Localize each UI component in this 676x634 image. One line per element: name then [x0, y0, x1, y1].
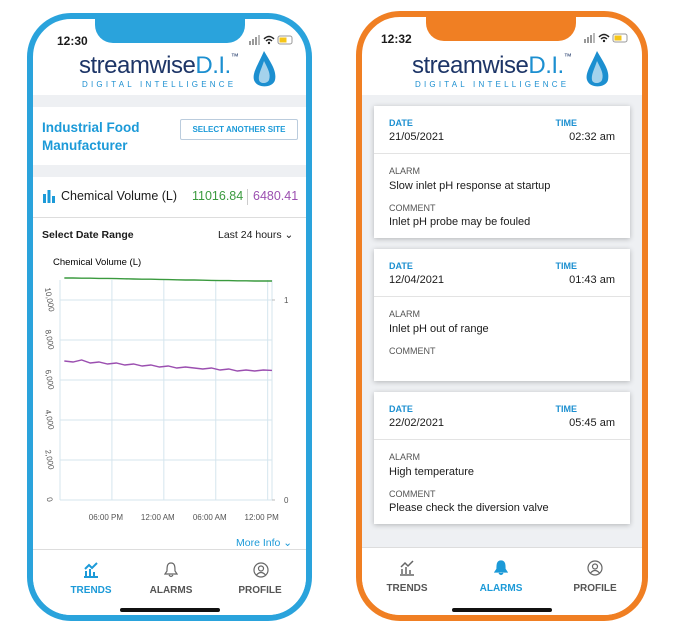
- comment-label: COMMENT: [389, 489, 436, 499]
- brand-suffix: D.I.: [195, 52, 231, 79]
- alarm-label: ALARM: [389, 309, 421, 319]
- alarm-card: DATE 12/04/2021 TIME 01:43 am ALARM Inlet pH …: [374, 249, 630, 381]
- notch: [95, 19, 245, 43]
- separator: [33, 165, 306, 177]
- logo-drop: [253, 51, 276, 87]
- brand-name: streamwise: [412, 52, 529, 79]
- divider: [33, 217, 306, 218]
- home-indicator: [120, 608, 220, 612]
- separator: [33, 95, 306, 107]
- alarm-label: ALARM: [389, 166, 421, 176]
- phone-left: 12:30 streamwiseD.I.™ DIGITAL INTELLIGEN…: [27, 13, 312, 621]
- time-label: TIME: [555, 261, 578, 271]
- comment-label: COMMENT: [389, 203, 436, 213]
- home-indicator: [452, 608, 552, 612]
- divider: [374, 439, 630, 440]
- x-tick-label: 12:00 AM: [141, 513, 175, 522]
- trademark: ™: [230, 52, 239, 61]
- y-tick-label: 8,000: [43, 329, 55, 351]
- brand-suffix: D.I.: [528, 52, 564, 79]
- alarm-label: ALARM: [389, 452, 421, 462]
- y-tick-label: 0: [45, 497, 55, 503]
- divider: [374, 153, 630, 154]
- alarm-text: Slow inlet pH response at startup: [389, 180, 551, 192]
- y-tick-label: 2,000: [43, 449, 55, 471]
- date-value: 21/05/2021: [389, 131, 445, 143]
- site-name: Industrial Food Manufacturer: [42, 120, 140, 153]
- alarm-card: DATE 21/05/2021 TIME 02:32 am ALARM Slow inle…: [374, 106, 630, 238]
- status-time: 12:32: [381, 32, 412, 46]
- x-tick-label: 12:00 PM: [245, 513, 280, 522]
- trademark: ™: [563, 52, 572, 61]
- metric-value: 11016.84: [192, 189, 244, 203]
- nav-bar: [362, 547, 642, 615]
- y-tick-label: 10,000: [43, 287, 56, 313]
- nav-icon[interactable]: [253, 562, 269, 578]
- date-label: DATE: [389, 404, 413, 414]
- nav-icon[interactable]: [83, 562, 99, 578]
- status-icons: [584, 33, 628, 43]
- nav-icon[interactable]: [164, 562, 178, 578]
- divider: [374, 296, 630, 297]
- logo-drop: [586, 51, 609, 87]
- nav-icon[interactable]: [587, 560, 603, 576]
- nav-trends[interactable]: TRENDS: [386, 583, 428, 594]
- alarm-card: DATE 22/02/2021 TIME 05:45 am ALARM High temp…: [374, 392, 630, 524]
- nav-alarms[interactable]: ALARMS: [479, 583, 523, 594]
- date-label: DATE: [389, 261, 413, 271]
- series-line: [64, 359, 273, 372]
- time-label: TIME: [555, 404, 578, 414]
- series-line: [64, 277, 272, 282]
- time-value: 01:43 am: [569, 274, 615, 286]
- chart-icon: [43, 190, 55, 203]
- y2-tick-label: 0: [284, 496, 289, 505]
- brand-name: streamwise: [79, 52, 196, 79]
- status-icons: [249, 35, 293, 45]
- y-tick-label: 6,000: [43, 369, 55, 391]
- metric-label: Chemical Volume (L): [61, 189, 178, 203]
- date-label: DATE: [389, 118, 413, 128]
- y-tick-label: 4,000: [43, 409, 55, 431]
- more-info-text[interactable]: More Info: [236, 537, 281, 549]
- alarm-text: Inlet pH out of range: [389, 323, 489, 335]
- divider: [247, 189, 248, 205]
- comment-text: Please check the diversion valve: [389, 502, 549, 514]
- nav-alarms[interactable]: ALARMS: [149, 585, 193, 596]
- metric-value: 6480.41: [253, 189, 299, 203]
- nav-icon[interactable]: [399, 560, 415, 576]
- comment-label: COMMENT: [389, 346, 436, 356]
- nav-icon[interactable]: [494, 560, 508, 576]
- phone-right: 12:32 streamwiseD.I.™ DIGITAL INTELLIGEN…: [356, 11, 648, 621]
- nav-trends[interactable]: TRENDS: [70, 585, 112, 596]
- date-value: 22/02/2021: [389, 417, 445, 429]
- chart-title: Chemical Volume (L): [53, 257, 141, 268]
- time-label: TIME: [555, 118, 578, 128]
- chart: Chemical Volume (L) 0 2,000 4,000 6,000 8,00…: [43, 257, 289, 522]
- status-time: 12:30: [57, 34, 88, 48]
- nav-profile[interactable]: PROFILE: [573, 583, 617, 594]
- date-range-select[interactable]: Last 24 hours ⌄: [218, 229, 294, 241]
- time-value: 05:45 am: [569, 417, 615, 429]
- comment-text: Inlet pH probe may be fouled: [389, 216, 531, 228]
- date-range-label: Select Date Range: [42, 229, 134, 241]
- x-tick-label: 06:00 AM: [193, 513, 227, 522]
- date-range-value[interactable]: Last 24 hours: [218, 229, 282, 241]
- notch: [426, 17, 576, 41]
- alarm-text: High temperature: [389, 466, 474, 478]
- logo: streamwiseD.I.™: [412, 52, 572, 80]
- nav-profile[interactable]: PROFILE: [238, 585, 282, 596]
- date-value: 12/04/2021: [389, 274, 445, 286]
- tagline: DIGITAL INTELLIGENCE: [82, 80, 237, 89]
- logo: streamwiseD.I.™: [79, 52, 239, 80]
- nav-bar: [33, 549, 306, 615]
- x-tick-label: 06:00 PM: [89, 513, 124, 522]
- y2-tick-label: 1: [284, 296, 289, 305]
- select-site-button[interactable]: SELECT ANOTHER SITE: [180, 119, 298, 140]
- tagline: DIGITAL INTELLIGENCE: [415, 80, 570, 89]
- more-info[interactable]: More Info ⌄: [236, 537, 293, 549]
- time-value: 02:32 am: [569, 131, 615, 143]
